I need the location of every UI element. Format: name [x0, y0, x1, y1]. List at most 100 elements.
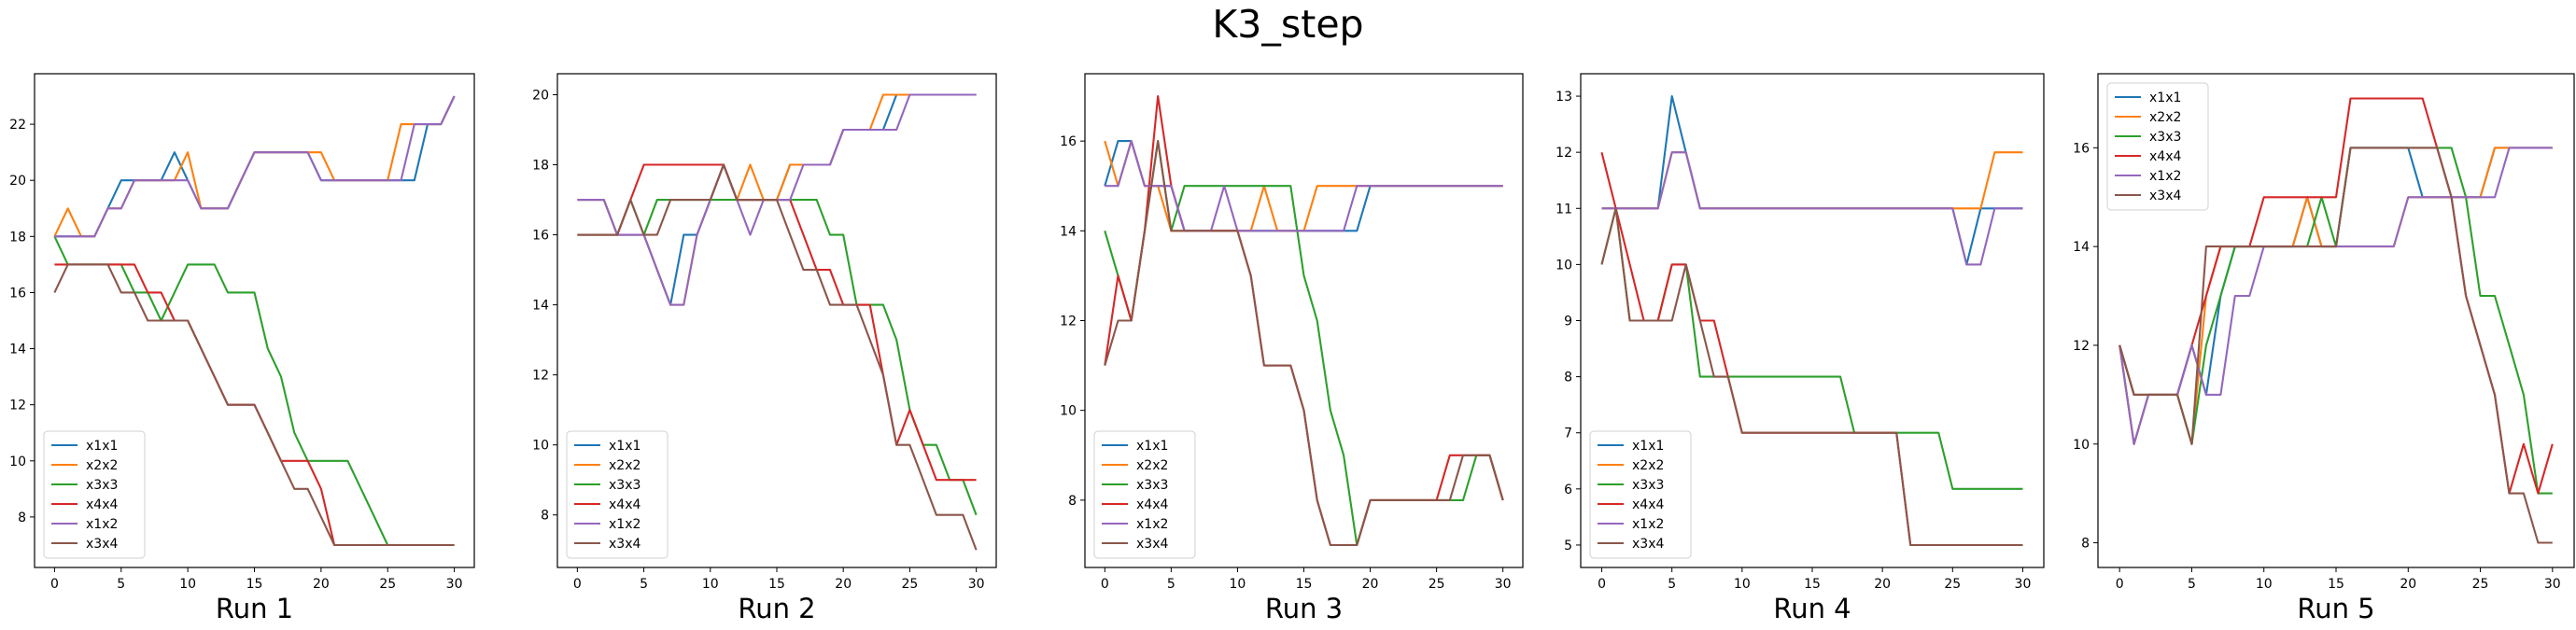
legend-label: x3x3: [1632, 478, 1664, 493]
x-tick-label: 25: [2472, 577, 2489, 592]
y-tick-label: 18: [532, 159, 549, 174]
legend-box: [2106, 82, 2209, 211]
legend-label: x3x4: [86, 537, 118, 552]
x-tick-label: 25: [1944, 577, 1961, 592]
x-axis-label: Run 3: [1265, 593, 1343, 624]
legend-label: x3x3: [609, 478, 640, 493]
series-line-x1x2: [1105, 140, 1503, 232]
series-line-x1x2: [1601, 151, 2023, 266]
y-tick-label: 12: [2073, 339, 2090, 354]
x-tick-label: 15: [1804, 577, 1821, 592]
chart-panel-3: 0 5 10 15 20 25 30 8 10 12 14 16 Run 3 x1x1 x2x2 x3x3 x4…: [1060, 73, 1524, 624]
y-tick-label: 20: [9, 174, 26, 189]
x-tick-label: 30: [2015, 577, 2032, 592]
legend: x1x1 x2x2 x3x3 x4x4 x1x2 x3x4: [1589, 430, 1692, 559]
x-tick-label: 15: [2328, 577, 2344, 592]
y-tick-label: 8: [2081, 537, 2090, 552]
legend-label: x1x2: [86, 517, 118, 532]
x-axis-label: Run 5: [2297, 593, 2374, 624]
y-tick-label: 10: [532, 439, 549, 454]
y-tick-label: 22: [9, 118, 26, 133]
y-tick-label: 14: [9, 343, 26, 357]
legend-label: x4x4: [2149, 149, 2181, 164]
x-tick-label: 0: [50, 577, 59, 592]
y-tick-label: 10: [1555, 258, 1572, 273]
legend-label: x3x3: [1136, 478, 1168, 493]
legend-label: x3x4: [1632, 537, 1664, 552]
legend-label: x1x2: [2149, 169, 2181, 184]
y-tick-label: 8: [541, 509, 549, 524]
legend-box: [566, 430, 669, 559]
x-tick-label: 0: [573, 577, 582, 592]
series-line-x3x4: [577, 163, 978, 551]
x-tick-label: 10: [1230, 577, 1246, 592]
x-tick-label: 20: [1874, 577, 1891, 592]
x-tick-label: 10: [2256, 577, 2273, 592]
legend-label: x1x2: [609, 517, 640, 532]
x-tick-label: 30: [1495, 577, 1512, 592]
legend-box: [1589, 430, 1692, 559]
y-tick-label: 9: [1564, 315, 1572, 329]
x-tick-label: 25: [902, 577, 919, 592]
y-tick-label: 16: [532, 229, 549, 244]
x-tick-label: 5: [1668, 577, 1676, 592]
legend: x1x1 x2x2 x3x3 x4x4 x1x2 x3x4: [43, 430, 146, 559]
y-tick-label: 20: [532, 89, 549, 104]
series-line-x2x2: [53, 95, 456, 238]
x-tick-label: 30: [2544, 577, 2561, 592]
x-tick-label: 10: [1734, 577, 1751, 592]
y-tick-label: 14: [1060, 224, 1077, 239]
x-tick-label: 5: [2188, 577, 2196, 592]
legend-label: x3x3: [2149, 130, 2181, 145]
legend-label: x1x1: [2149, 91, 2181, 105]
figure-title: K3_step: [1212, 2, 1364, 47]
y-tick-label: 12: [1555, 146, 1572, 161]
x-tick-label: 5: [117, 577, 125, 592]
series-line-x3x4: [2119, 147, 2553, 544]
legend-label: x1x2: [1632, 517, 1664, 532]
series-line-x3x4: [1600, 207, 2023, 547]
x-tick-label: 25: [379, 577, 396, 592]
series-line-x3x4: [53, 263, 455, 547]
y-tick-label: 18: [9, 230, 26, 245]
x-tick-label: 0: [1598, 577, 1606, 592]
legend-label: x3x4: [2149, 189, 2181, 203]
x-tick-label: 0: [1101, 577, 1109, 592]
legend-label: x4x4: [609, 497, 640, 512]
legend-label: x3x4: [609, 537, 640, 552]
legend-label: x2x2: [1632, 458, 1664, 473]
legend-label: x3x4: [1136, 537, 1168, 552]
x-tick-label: 20: [2400, 577, 2416, 592]
y-tick-label: 6: [1564, 483, 1572, 497]
x-axis-label: Run 4: [1773, 593, 1851, 624]
y-tick-label: 11: [1555, 202, 1572, 217]
y-tick-label: 12: [532, 369, 549, 384]
legend-label: x3x3: [86, 478, 118, 493]
series-line-x1x1: [54, 95, 456, 238]
legend-label: x4x4: [1632, 497, 1664, 512]
y-tick-label: 14: [2073, 240, 2090, 255]
legend-label: x4x4: [86, 497, 118, 512]
legend-label: x1x1: [1632, 439, 1664, 454]
legend-label: x2x2: [609, 458, 640, 473]
legend-label: x1x2: [1136, 517, 1168, 532]
y-tick-label: 8: [1564, 371, 1572, 385]
y-tick-label: 8: [1068, 494, 1077, 509]
legend-label: x2x2: [1136, 458, 1168, 473]
y-tick-label: 8: [18, 511, 26, 525]
y-tick-label: 12: [9, 399, 26, 413]
chart-panel-5: 0 5 10 15 20 25 30 8 10 12 14 16 Run 5 x1x1 x2x2 x3x3 x4…: [2073, 73, 2575, 624]
chart-panel-1: 0 5 10 15 20 25 30 8 10 12 14 16 18 20 22 Run 1 x1x1 x2x2…: [9, 73, 475, 624]
x-axis-label: Run 1: [216, 593, 293, 624]
legend: x1x1 x2x2 x3x3 x4x4 x1x2 x3x4: [1093, 430, 1196, 559]
x-tick-label: 5: [640, 577, 648, 592]
x-tick-label: 15: [246, 577, 263, 592]
legend-box: [43, 430, 146, 559]
x-tick-label: 5: [1167, 577, 1175, 592]
y-tick-label: 12: [1060, 315, 1077, 329]
y-tick-label: 7: [1564, 427, 1572, 441]
y-tick-label: 14: [532, 299, 549, 314]
x-tick-label: 10: [179, 577, 196, 592]
